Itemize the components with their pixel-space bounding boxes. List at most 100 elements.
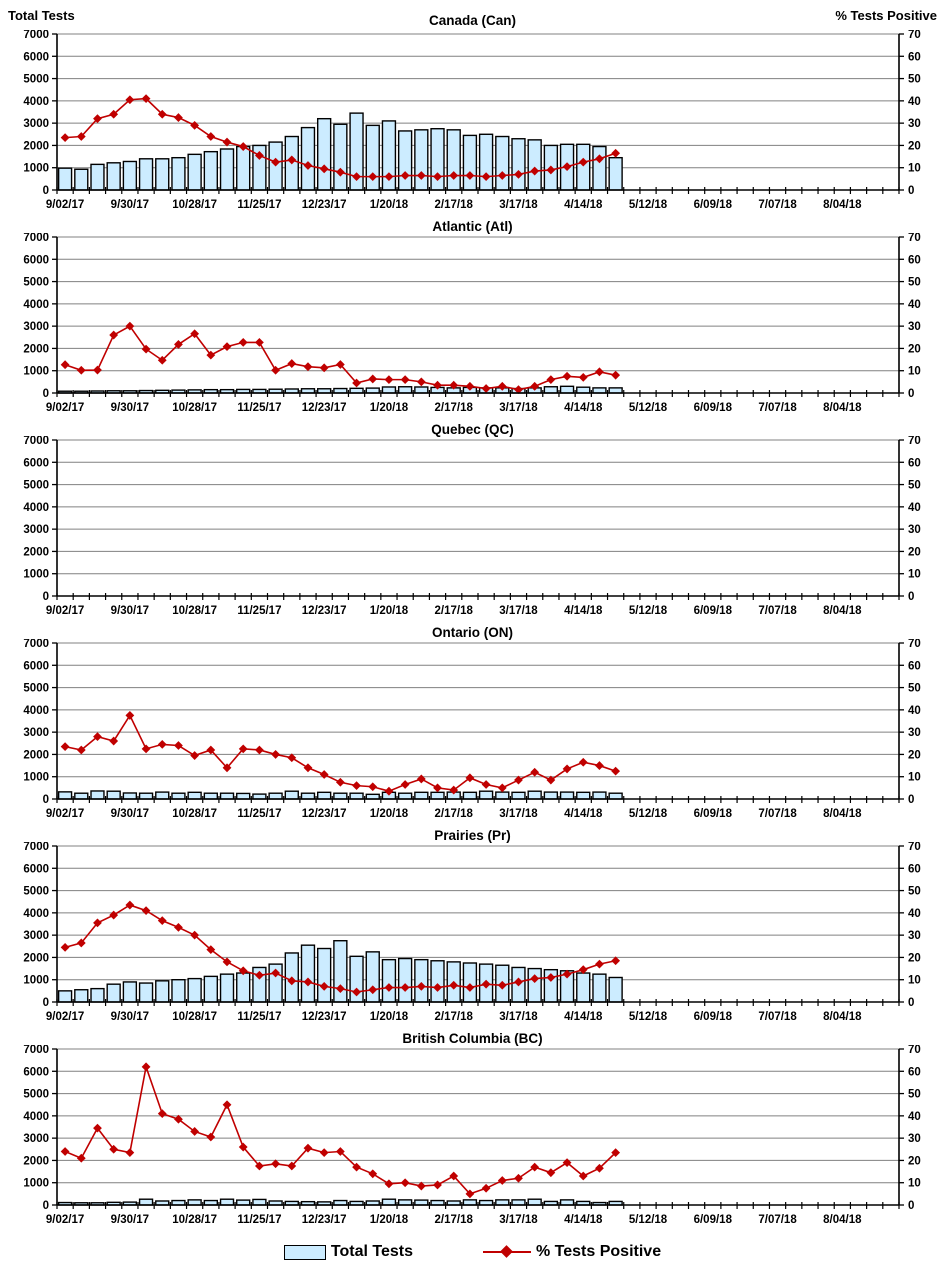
chart-atlantic: Atlantic (Atl) 0 1000 2000 3000 4000 5000 6000…	[0, 218, 945, 421]
svg-text:4/14/18: 4/14/18	[564, 605, 603, 617]
svg-text:4/14/18: 4/14/18	[564, 402, 603, 414]
svg-text:60: 60	[908, 1066, 921, 1078]
svg-text:2000: 2000	[23, 749, 49, 761]
svg-text:6/09/18: 6/09/18	[694, 808, 733, 820]
chart-canada-header: Total Tests Canada (Can) % Tests Positiv…	[0, 4, 945, 30]
svg-text:10/28/17: 10/28/17	[172, 1011, 217, 1023]
svg-text:20: 20	[908, 1155, 921, 1167]
chart-canada-plot: 0 1000 2000 3000 4000 5000 6000 7000 0 10 20 30 40 50…	[23, 30, 921, 211]
y-axis-left-labels: 0 1000 2000 3000 4000 5000 6000 7000	[23, 842, 57, 1009]
chart-british-columbia: British Columbia (BC) 0 1000 2000 3000 4000 5…	[0, 1030, 945, 1233]
legend-item-pct-positive: % Tests Positive	[483, 1243, 661, 1261]
svg-text:10: 10	[908, 163, 921, 175]
svg-text:6/09/18: 6/09/18	[694, 1011, 733, 1023]
svg-text:5000: 5000	[23, 277, 49, 289]
svg-text:6000: 6000	[23, 51, 49, 63]
svg-text:3000: 3000	[23, 727, 49, 739]
svg-text:3/17/18: 3/17/18	[499, 199, 538, 211]
svg-text:40: 40	[908, 96, 921, 108]
svg-text:11/25/17: 11/25/17	[237, 402, 281, 414]
chart-bc-title: British Columbia (BC)	[402, 1031, 543, 1046]
svg-text:7/07/18: 7/07/18	[758, 605, 797, 617]
svg-text:6/09/18: 6/09/18	[694, 402, 733, 414]
left-axis-title: Total Tests	[8, 8, 75, 23]
axes	[56, 237, 900, 394]
svg-text:50: 50	[908, 277, 921, 289]
svg-text:10/28/17: 10/28/17	[172, 605, 217, 617]
svg-text:12/23/17: 12/23/17	[302, 1214, 347, 1226]
svg-text:2/17/18: 2/17/18	[435, 199, 474, 211]
svg-text:5000: 5000	[23, 683, 49, 695]
svg-text:6000: 6000	[23, 457, 49, 469]
svg-text:6000: 6000	[23, 254, 49, 266]
svg-text:8/04/18: 8/04/18	[823, 808, 862, 820]
svg-text:1000: 1000	[23, 975, 49, 987]
svg-text:40: 40	[908, 1111, 921, 1123]
svg-text:1000: 1000	[23, 163, 49, 175]
axes	[56, 643, 900, 800]
svg-text:20: 20	[908, 140, 921, 152]
x-axis-ticks-labels: 9/02/17 9/30/17 10/28/17 11/25/17 12/23/17 1/…	[46, 390, 900, 414]
svg-text:1/20/18: 1/20/18	[370, 1214, 409, 1226]
svg-text:12/23/17: 12/23/17	[302, 605, 347, 617]
y-axis-left-labels: 0 1000 2000 3000 4000 5000 6000 7000	[23, 639, 57, 806]
line-series	[60, 900, 621, 997]
svg-text:1000: 1000	[23, 366, 49, 378]
gridlines	[57, 845, 899, 981]
svg-text:70: 70	[908, 1045, 921, 1056]
svg-text:11/25/17: 11/25/17	[237, 808, 281, 820]
svg-text:1/20/18: 1/20/18	[370, 199, 409, 211]
svg-text:3000: 3000	[23, 118, 49, 130]
pct-positive-marker-icon	[483, 1245, 531, 1259]
svg-text:2000: 2000	[23, 952, 49, 964]
gridlines	[57, 439, 899, 575]
svg-text:12/23/17: 12/23/17	[302, 1011, 347, 1023]
y-axis-right-labels: 0 10 20 30 40 50 60 70	[899, 436, 921, 603]
y-axis-right-labels: 0 10 20 30 40 50 60 70	[899, 842, 921, 1009]
svg-text:4/14/18: 4/14/18	[564, 1011, 603, 1023]
svg-text:70: 70	[908, 639, 921, 650]
svg-text:1000: 1000	[23, 1178, 49, 1190]
svg-text:5/12/18: 5/12/18	[629, 402, 668, 414]
svg-text:2/17/18: 2/17/18	[435, 402, 474, 414]
chart-prairies-header: Prairies (Pr)	[0, 827, 945, 843]
svg-text:1/20/18: 1/20/18	[370, 808, 409, 820]
svg-text:0: 0	[908, 1200, 914, 1212]
svg-text:6/09/18: 6/09/18	[694, 1214, 733, 1226]
svg-text:8/04/18: 8/04/18	[823, 199, 862, 211]
svg-text:10: 10	[908, 366, 921, 378]
svg-text:3000: 3000	[23, 1133, 49, 1145]
total-tests-swatch-icon	[283, 1244, 326, 1260]
x-axis-ticks-labels: 9/02/17 9/30/17 10/28/17 11/25/17 12/23/17 1/…	[46, 796, 900, 820]
svg-text:30: 30	[908, 727, 921, 739]
svg-text:3000: 3000	[23, 321, 49, 333]
svg-text:0: 0	[43, 794, 49, 806]
svg-text:50: 50	[908, 1089, 921, 1101]
svg-text:8/04/18: 8/04/18	[823, 1011, 862, 1023]
svg-text:11/25/17: 11/25/17	[237, 605, 281, 617]
svg-text:40: 40	[908, 502, 921, 514]
svg-text:11/25/17: 11/25/17	[237, 199, 281, 211]
y-axis-right-labels: 0 10 20 30 40 50 60 70	[899, 30, 921, 197]
svg-text:2/17/18: 2/17/18	[435, 605, 474, 617]
svg-text:40: 40	[908, 299, 921, 311]
svg-text:5000: 5000	[23, 480, 49, 492]
svg-text:10: 10	[908, 975, 921, 987]
svg-text:1000: 1000	[23, 569, 49, 581]
x-axis-ticks-labels: 9/02/17 9/30/17 10/28/17 11/25/17 12/23/17 1/…	[46, 1202, 900, 1226]
gridlines	[57, 642, 899, 778]
y-axis-right-labels: 0 10 20 30 40 50 60 70	[899, 639, 921, 806]
axes	[56, 1049, 900, 1206]
svg-text:3000: 3000	[23, 930, 49, 942]
svg-text:60: 60	[908, 457, 921, 469]
y-axis-right-labels: 0 10 20 30 40 50 60 70	[899, 233, 921, 400]
svg-text:6/09/18: 6/09/18	[694, 199, 733, 211]
svg-text:60: 60	[908, 660, 921, 672]
chart-prairies-plot: 0 1000 2000 3000 4000 5000 6000 7000 0 10 20 30 40 50…	[23, 842, 921, 1023]
svg-text:40: 40	[908, 705, 921, 717]
line-series	[60, 321, 621, 395]
svg-text:12/23/17: 12/23/17	[302, 402, 347, 414]
svg-text:40: 40	[908, 908, 921, 920]
svg-text:9/02/17: 9/02/17	[46, 199, 84, 211]
svg-text:4000: 4000	[23, 502, 49, 514]
